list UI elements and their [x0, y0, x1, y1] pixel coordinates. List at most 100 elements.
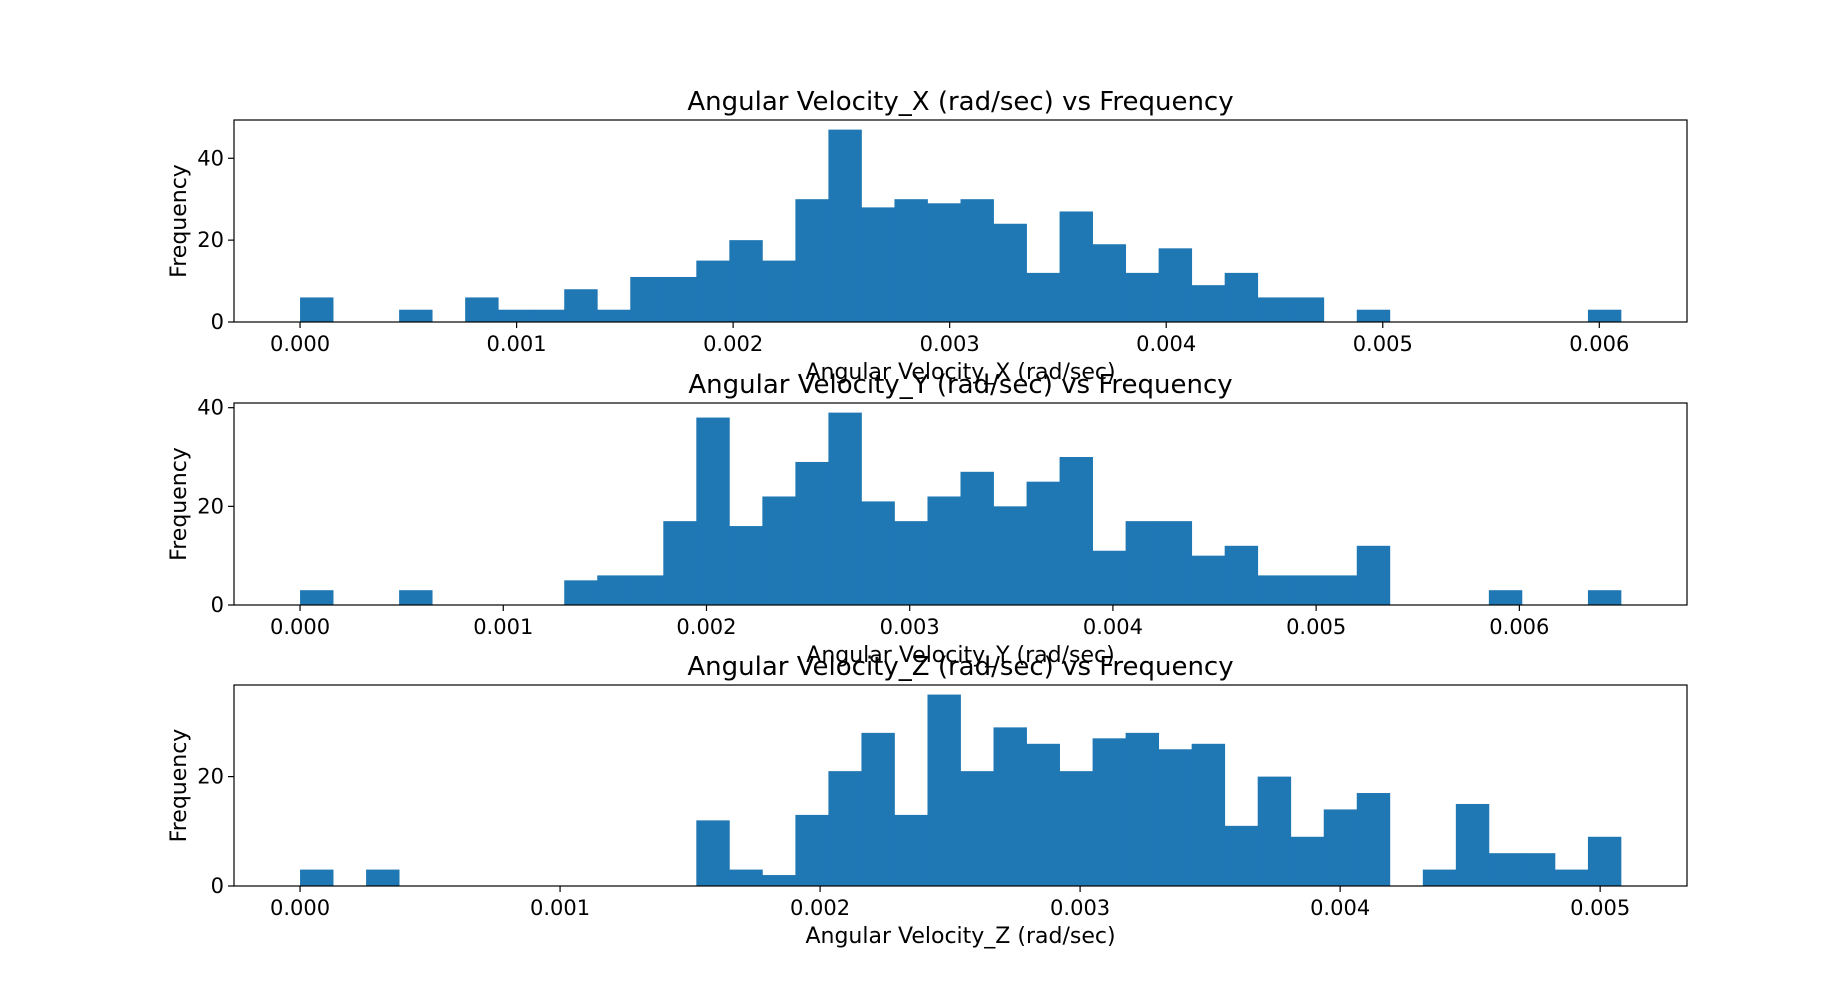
histogram-bar [1257, 575, 1292, 605]
histogram-bar [498, 309, 532, 322]
histogram-bar [795, 814, 829, 886]
histogram-bar [1488, 853, 1523, 886]
x-axis-ticks: 0.000 0.001 0.002 0.003 0.004 0.005 0.006 [270, 322, 1629, 356]
y-tick-label: 0 [211, 593, 224, 617]
histogram-bar [1290, 575, 1325, 605]
histogram-bar [465, 297, 499, 322]
histogram-bar [1224, 272, 1259, 322]
x-axis-ticks: 0.000 0.001 0.002 0.003 0.004 0.005 [270, 886, 1630, 920]
histogram-bar [729, 869, 763, 886]
x-tick-label: 0.002 [703, 332, 763, 356]
x-tick-label: 0.001 [530, 896, 590, 920]
histogram-bar [1323, 809, 1358, 886]
chart-title: Angular Velocity_Z (rad/sec) vs Frequenc… [687, 652, 1233, 682]
histogram-bar [1158, 749, 1193, 886]
histogram-bar [531, 309, 565, 322]
subplot-angular-velocity-y: Angular Velocity_Y (rad/sec) vs Frequenc… [167, 370, 1688, 668]
histogram-bar [1290, 297, 1325, 322]
histogram-bar [1059, 211, 1093, 322]
histogram-bar [894, 814, 928, 886]
histogram-bar [300, 869, 334, 886]
bars-group [300, 694, 1622, 886]
y-tick-label: 20 [197, 765, 224, 789]
histogram-bar [1587, 309, 1622, 322]
histogram-bar [300, 590, 334, 605]
histogram-bar [663, 521, 697, 605]
histogram-bar [1422, 869, 1457, 886]
chart-title: Angular Velocity_Y (rad/sec) vs Frequenc… [688, 370, 1232, 400]
histogram-bar [399, 309, 433, 322]
histogram-bar [630, 575, 664, 605]
histogram-bar [1488, 590, 1523, 605]
plot-frame [233, 684, 1688, 887]
histogram-bar [960, 199, 994, 322]
histogram-bar [1125, 732, 1160, 886]
x-tick-label: 0.000 [270, 615, 330, 639]
histogram-bar [366, 869, 400, 886]
y-axis-label: Frequency [167, 164, 192, 278]
histogram-bar [993, 727, 1027, 886]
histogram-bar [729, 240, 763, 322]
x-tick-label: 0.005 [1570, 896, 1630, 920]
histogram-bar [861, 732, 895, 886]
plot-frame [233, 402, 1688, 606]
bars-group [300, 412, 1622, 605]
histogram-bar [1158, 521, 1193, 605]
histogram-bar [1587, 590, 1622, 605]
histogram-bar [1224, 545, 1259, 605]
histogram-bar [993, 223, 1027, 322]
y-axis-label: Frequency [167, 729, 192, 843]
y-tick-label: 20 [197, 228, 224, 252]
histogram-bar [1257, 297, 1292, 322]
x-tick-label: 0.006 [1489, 615, 1549, 639]
x-tick-label: 0.002 [676, 615, 736, 639]
histogram-bar [1356, 309, 1391, 322]
histogram-bar [1158, 248, 1193, 322]
x-axis-label: Angular Velocity_Y (rad/sec) [806, 643, 1114, 668]
histogram-bar [894, 199, 928, 322]
histogram-bar [1290, 836, 1325, 886]
histogram-bar [1026, 272, 1060, 322]
y-tick-label: 40 [197, 396, 224, 420]
histogram-bar [1026, 481, 1060, 605]
histogram-bar [960, 771, 994, 886]
histogram-bar [696, 260, 730, 322]
histogram-bar [861, 207, 895, 322]
histogram-bar [1059, 457, 1093, 605]
histogram-bar [1191, 285, 1226, 322]
x-tick-label: 0.000 [270, 896, 330, 920]
x-tick-label: 0.004 [1136, 332, 1196, 356]
histogram-bar [1092, 244, 1127, 322]
histogram-bar [927, 496, 961, 605]
histogram-bar [399, 590, 433, 605]
y-tick-label: 40 [197, 146, 224, 170]
y-tick-label: 0 [211, 310, 224, 334]
subplot-angular-velocity-x: Angular Velocity_X (rad/sec) vs Frequenc… [167, 87, 1688, 385]
x-tick-label: 0.003 [880, 615, 940, 639]
x-tick-label: 0.001 [487, 332, 547, 356]
x-tick-label: 0.004 [1083, 615, 1143, 639]
histogram-bar [828, 129, 862, 322]
subplot-angular-velocity-z: Angular Velocity_Z (rad/sec) vs Frequenc… [167, 652, 1688, 949]
histogram-bar [927, 694, 961, 886]
histogram-bar [663, 276, 697, 322]
histogram-bar [1191, 555, 1226, 605]
y-axis-label: Frequency [167, 447, 192, 561]
y-axis-ticks: 0 20 40 [197, 146, 234, 334]
histogram-bar [1257, 776, 1292, 886]
histogram-bar [564, 580, 598, 605]
histogram-bar [1125, 521, 1160, 605]
histogram-bar [762, 496, 796, 605]
histogram-bar [597, 575, 631, 605]
histogram-bar [762, 875, 796, 886]
x-tick-label: 0.000 [270, 332, 330, 356]
x-tick-label: 0.002 [790, 896, 850, 920]
histogram-bar [696, 417, 730, 605]
x-tick-label: 0.003 [1050, 896, 1110, 920]
x-tick-label: 0.005 [1286, 615, 1346, 639]
y-axis-ticks: 0 20 40 [197, 396, 234, 617]
y-tick-label: 20 [197, 494, 224, 518]
histogram-bar [1587, 836, 1622, 886]
histogram-bar [828, 412, 862, 605]
x-tick-label: 0.003 [920, 332, 980, 356]
